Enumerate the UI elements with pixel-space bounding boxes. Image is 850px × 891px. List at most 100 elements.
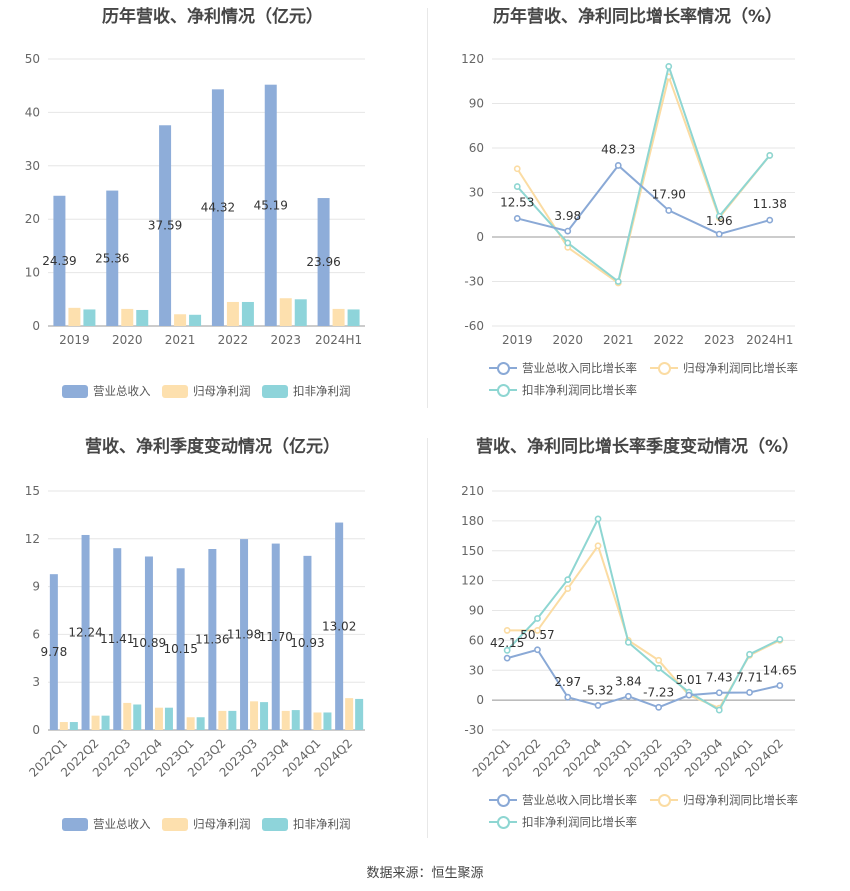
legend-item-nonrec-growth[interactable]: 扣非净利润同比增长率 — [489, 814, 637, 830]
y-tick-label: 0 — [32, 723, 40, 737]
bar — [345, 698, 354, 730]
data-label: 24.39 — [42, 254, 76, 268]
y-tick-label: -30 — [464, 275, 484, 289]
data-label: 37.59 — [148, 219, 182, 233]
legend-item-parent-growth[interactable]: 归母净利润同比增长率 — [650, 360, 798, 376]
chart-title: 历年营收、净利情况（亿元） — [102, 7, 323, 27]
data-label: 11.36 — [195, 632, 229, 646]
data-label: 10.15 — [163, 642, 197, 656]
chart-title: 营收、净利同比增长率季度变动情况（%） — [475, 437, 800, 457]
legend-item-revenue[interactable]: 营业总收入 — [62, 383, 151, 399]
quarterly-growth-panel: 营收、净利同比增长率季度变动情况（%） -30 0 30 60 90 120 150 180 2… — [425, 430, 850, 860]
bar — [323, 712, 332, 730]
quarterly-bar-chart: 036912152022Q12022Q22022Q32022Q42023Q120… — [25, 484, 365, 780]
annual-growth-line-chart: -60 -30 0 30 60 90 120 2019 2020 2021 2022 2023 2024… — [461, 52, 795, 347]
y-tick-label: 50 — [25, 52, 40, 66]
legend-label: 扣非净利润 — [293, 384, 351, 398]
quarterly-revenue-profit-panel: 营收、净利季度变动情况（亿元） 0 3 6 9 12 15 2022Q1 2022Q2 2022… — [0, 430, 425, 860]
bar — [68, 307, 81, 326]
data-label: 44.32 — [201, 201, 235, 215]
bar — [271, 543, 280, 730]
y-tick-label: 150 — [461, 544, 484, 558]
data-point — [564, 239, 572, 247]
legend-item-parent-profit[interactable]: 归母净利润 — [162, 383, 251, 399]
y-tick-label: 180 — [461, 514, 484, 528]
bar — [133, 704, 142, 730]
data-label: 48.23 — [601, 142, 635, 156]
bar — [317, 198, 330, 326]
y-tick-label: 90 — [469, 97, 484, 111]
data-point — [534, 615, 541, 622]
data-point — [594, 702, 602, 709]
data-point — [503, 646, 511, 654]
legend-swatch — [650, 793, 678, 807]
data-label: 11.38 — [753, 197, 787, 211]
data-point — [715, 689, 723, 697]
y-tick-label: 0 — [476, 230, 484, 244]
legend-label: 归母净利润 — [193, 384, 251, 398]
data-label: 11.41 — [100, 632, 134, 646]
y-tick-label: 20 — [25, 212, 40, 226]
legend: 营业总收入 归母净利润 扣非净利润 — [0, 816, 425, 836]
bar — [91, 715, 100, 730]
data-point — [513, 183, 521, 190]
bar — [332, 308, 345, 326]
data-point — [614, 162, 622, 169]
y-tick-label: 120 — [461, 52, 484, 66]
legend-item-nonrec-profit[interactable]: 扣非净利润 — [262, 383, 351, 399]
bar — [211, 89, 224, 326]
y-tick-label: 210 — [461, 484, 484, 498]
data-point — [766, 152, 774, 159]
annual-bar-chart: 0 10 20 30 40 50 2019 2020 2021 2022 2023 2024H1 24.… — [25, 52, 365, 347]
bar — [113, 548, 122, 730]
y-tick-label: 0 — [32, 319, 40, 333]
bar — [164, 707, 173, 730]
y-tick-label: 0 — [476, 693, 484, 707]
y-tick-label: 9 — [32, 580, 40, 594]
data-point — [503, 654, 511, 662]
legend-item-revenue-growth[interactable]: 营业总收入同比增长率 — [489, 360, 637, 376]
bar — [313, 712, 322, 730]
legend-item-revenue[interactable]: 营业总收入 — [62, 816, 151, 832]
data-label: 5.01 — [676, 673, 703, 687]
x-tick-label: 2020 — [112, 333, 143, 347]
legend-swatch — [489, 815, 517, 829]
y-tick-label: 60 — [469, 633, 484, 647]
legend-label: 归母净利润同比增长率 — [683, 361, 798, 375]
legend-label: 营业总收入 — [93, 384, 151, 398]
data-point — [715, 230, 723, 238]
legend-swatch — [262, 817, 288, 831]
bar — [240, 539, 249, 730]
y-tick-label: 6 — [32, 627, 40, 641]
data-point — [665, 207, 673, 214]
bar — [347, 309, 360, 326]
x-tick-label: 2022 — [653, 333, 684, 347]
legend-item-nonrec-profit[interactable]: 扣非净利润 — [262, 816, 351, 832]
x-tick-label: 2021 — [165, 333, 196, 347]
legend-item-nonrec-growth[interactable]: 扣非净利润同比增长率 — [489, 382, 637, 398]
bar — [174, 314, 187, 326]
legend-item-revenue-growth[interactable]: 营业总收入同比增长率 — [489, 792, 637, 808]
y-tick-label: 30 — [469, 186, 484, 200]
data-label: 9.78 — [40, 645, 67, 659]
annual-growth-panel: 历年营收、净利同比增长率情况（%） -60 -30 0 30 60 90 120 2019 20… — [425, 0, 850, 430]
legend-label: 扣非净利润 — [293, 817, 351, 831]
bar — [81, 534, 90, 730]
data-label: 1.96 — [706, 214, 733, 228]
legend-label: 扣非净利润同比增长率 — [522, 383, 637, 397]
y-tick-label: 90 — [469, 604, 484, 618]
legend-swatch — [62, 384, 88, 398]
data-point — [624, 692, 632, 700]
data-point — [503, 627, 511, 634]
data-point — [564, 585, 572, 592]
x-tick-label: 2023 — [270, 333, 301, 347]
data-label: 45.19 — [254, 198, 288, 212]
legend: 营业总收入 归母净利润 扣非净利润 — [0, 383, 425, 403]
data-point — [564, 693, 572, 701]
data-label: 11.98 — [227, 628, 261, 642]
bar — [279, 298, 292, 326]
legend-item-parent-growth[interactable]: 归母净利润同比增长率 — [650, 792, 798, 808]
bar — [106, 190, 119, 326]
legend-item-parent-profit[interactable]: 归母净利润 — [162, 816, 251, 832]
bar — [69, 722, 78, 730]
